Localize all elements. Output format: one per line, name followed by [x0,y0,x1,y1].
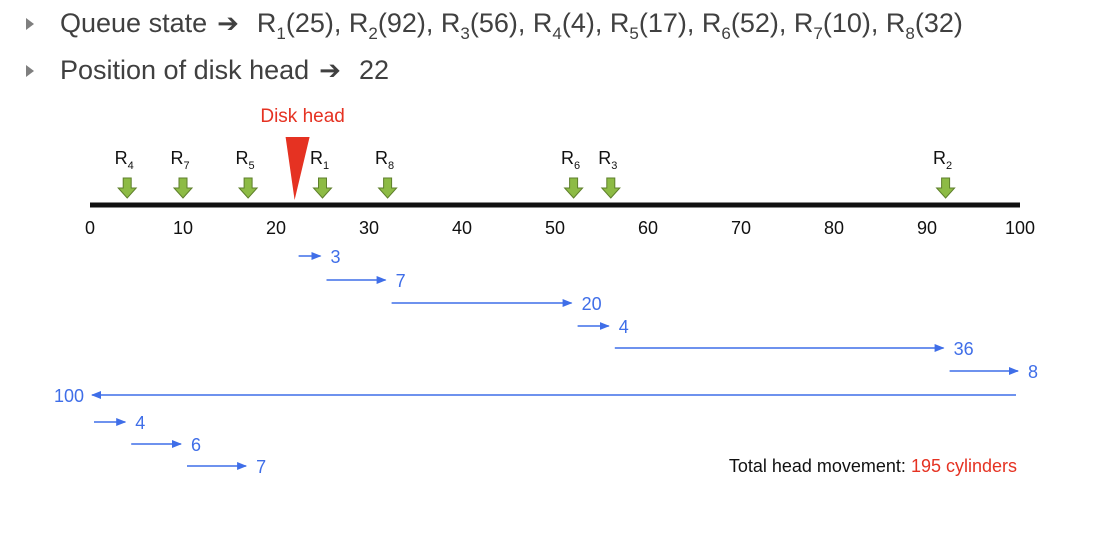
axis-tick-label: 100 [1005,218,1035,238]
request-label: R4 [115,148,134,172]
axis-tick-label: 10 [173,218,193,238]
request-down-arrow-icon [237,177,259,199]
axis-tick-label: 40 [452,218,472,238]
request-label: R2 [933,148,952,172]
request-down-arrow-icon [600,177,621,199]
movement-distance-label: 8 [1028,362,1038,382]
disk-head-label: Disk head [260,106,345,127]
movement-distance-label: 36 [954,339,974,359]
request-label: R1 [310,148,329,172]
request-label: R5 [236,148,255,172]
request-down-arrow-icon [377,177,398,199]
axis-tick-label: 90 [917,218,937,238]
axis-tick-label: 60 [638,218,658,238]
movement-distance-label: 20 [582,294,602,314]
queue-items: R1(25), R2(92), R3(56), R4(4), R5(17), R… [256,8,963,43]
request-down-arrow-icon [563,177,584,199]
movement-distance-label: 6 [191,435,201,455]
movement-distance-label: 7 [396,271,406,291]
queue-item: R2(92), [348,8,441,43]
right-arrow-icon: ➔ [217,8,239,38]
queue-state-label: Queue state [60,8,208,38]
movement-distance-label: 3 [331,247,341,267]
queue-item: R6(52), [701,8,794,43]
request-down-arrow-icon [172,177,194,199]
movement-distance-label: 100 [54,386,84,406]
queue-item: R4(4), [532,8,610,43]
request-down-arrow-icon [312,177,333,199]
request-label: R6 [561,148,580,172]
total-head-movement: Total head movement: 195 cylinders [729,456,1017,476]
total-label: Total head movement: [729,456,911,476]
head-position-value: 22 [358,55,390,85]
head-position-bullet: Position of disk head ➔ 22 [26,55,389,86]
movement-distance-label: 4 [619,317,629,337]
queue-item: R1(25), [256,8,349,43]
request-label: R7 [170,148,189,172]
disk-head-marker-icon [285,137,310,200]
queue-state-bullet: Queue state ➔ R1(25), R2(92), R3(56), R4… [26,8,963,43]
request-down-arrow-icon [935,177,956,199]
request-down-arrow-icon [117,177,138,199]
axis-tick-label: 70 [731,218,751,238]
request-label: R3 [598,148,617,172]
movement-distance-label: 7 [256,457,266,477]
total-value: 195 cylinders [911,456,1017,476]
queue-item: R3(56), [440,8,533,43]
queue-item: R7(10), [793,8,886,43]
bullet-triangle-icon [26,64,34,77]
right-arrow-icon: ➔ [319,55,341,85]
axis-tick-label: 0 [85,218,95,238]
axis-tick-label: 80 [824,218,844,238]
head-position-label: Position of disk head [60,55,310,85]
bullet-triangle-icon [26,17,34,30]
axis-tick-label: 20 [266,218,286,238]
request-label: R8 [375,148,394,172]
axis-tick-label: 30 [359,218,379,238]
queue-item: R5(17), [609,8,702,43]
queue-item: R8(32) [885,8,963,43]
movement-distance-label: 4 [135,413,145,433]
axis-tick-label: 50 [545,218,565,238]
